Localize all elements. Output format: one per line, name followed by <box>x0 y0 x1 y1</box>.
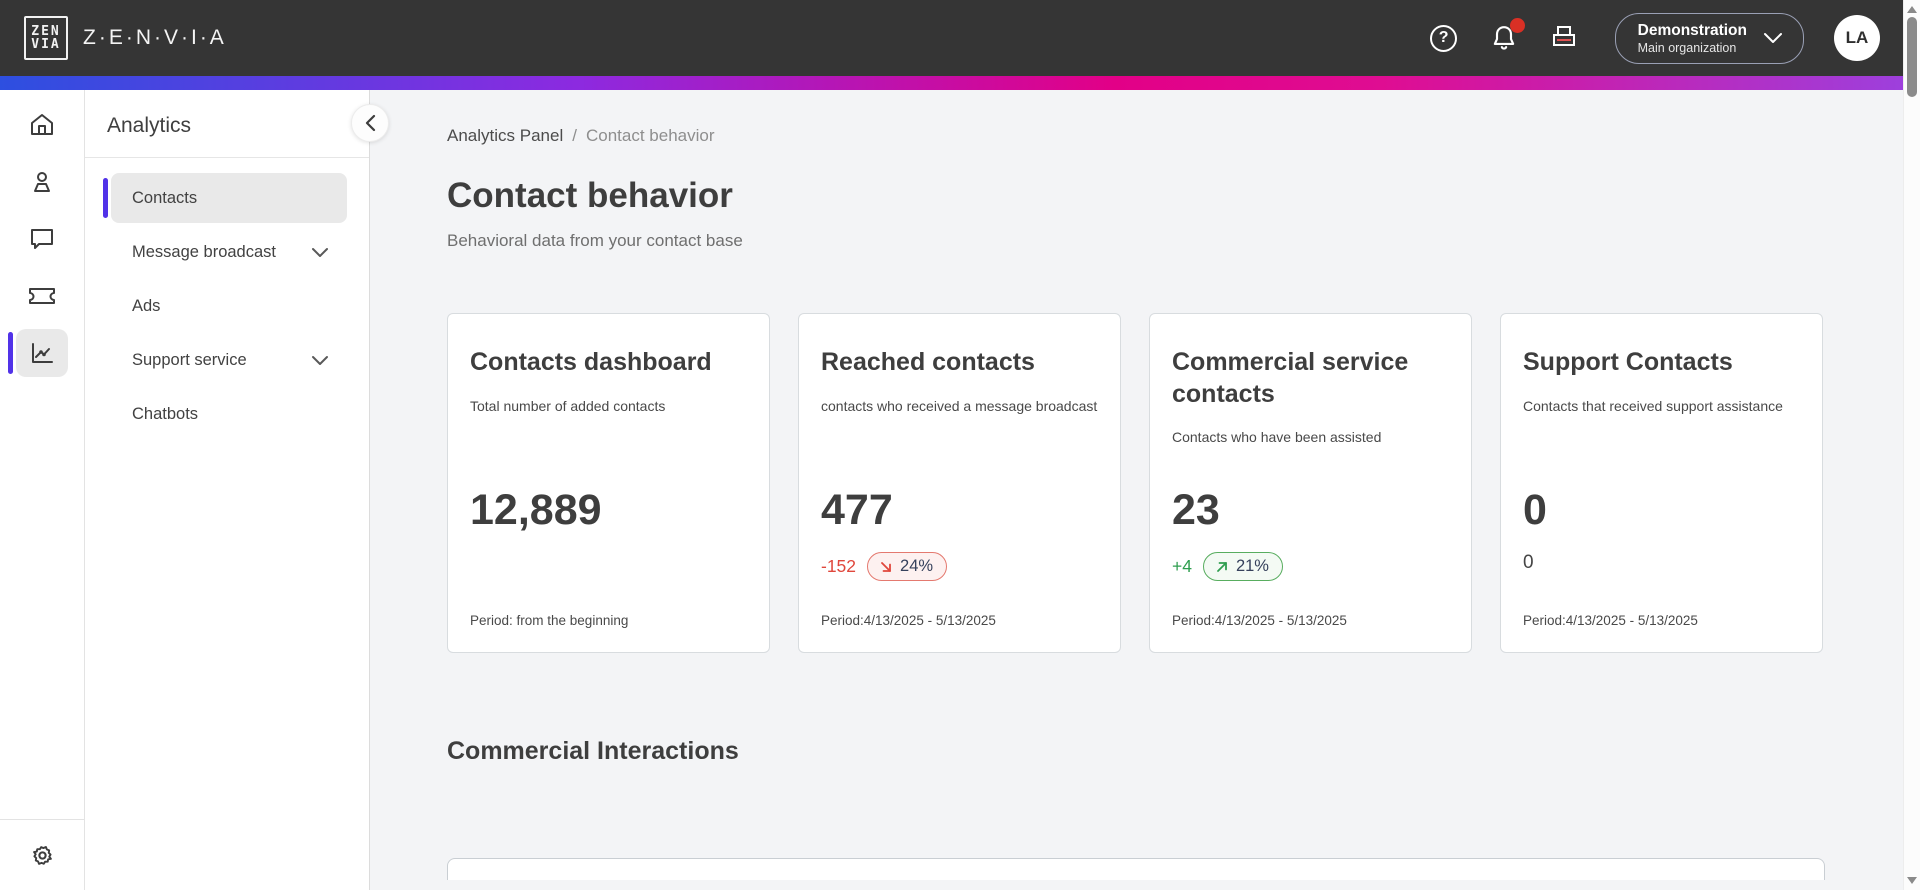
card-commercial-service-contacts: Commercial service contacts Contacts who… <box>1149 313 1472 653</box>
avatar-initials: LA <box>1845 28 1869 47</box>
icon-sidebar <box>0 90 85 890</box>
zenvia-logo-icon: ZEN VIA <box>24 16 68 60</box>
panel-title: Analytics <box>107 114 192 137</box>
gear-icon <box>33 845 52 865</box>
sidebar-item-analytics[interactable] <box>0 324 85 381</box>
panel-item-chatbots[interactable]: Chatbots <box>111 389 347 439</box>
card-description: contacts who received a message broadcas… <box>821 397 1098 414</box>
chevron-down-icon <box>312 355 328 365</box>
zenvia-logo: ZEN VIA Z·E·N·V·I·A <box>24 16 227 60</box>
arrow-up-right-icon <box>1217 561 1227 572</box>
delta-percent: 24% <box>900 557 934 575</box>
page-title: Contact behavior <box>447 176 733 215</box>
ticket-icon <box>29 287 55 304</box>
sidebar-item-tickets[interactable] <box>0 267 85 324</box>
analytics-icon <box>32 342 53 363</box>
card-description: Contacts that received support assistanc… <box>1523 397 1783 414</box>
chevron-down-icon <box>1764 33 1782 43</box>
panel-item-contacts[interactable]: Contacts <box>103 173 347 223</box>
card-value: 0 <box>1523 486 1547 534</box>
notifications-button[interactable] <box>1489 18 1525 53</box>
breadcrumb-analytics-panel[interactable]: Analytics Panel <box>447 126 564 145</box>
avatar[interactable]: LA <box>1834 15 1880 61</box>
card-secondary-value: 0 <box>1523 552 1534 573</box>
vertical-scrollbar[interactable] <box>1903 0 1920 890</box>
breadcrumb: Analytics Panel / Contact behavior <box>447 126 1870 146</box>
commercial-interactions-card <box>447 858 1825 880</box>
sidebar-item-home[interactable] <box>0 96 85 153</box>
panel-item-message-broadcast[interactable]: Message broadcast <box>111 227 347 277</box>
scroll-down-arrow[interactable] <box>1907 877 1917 884</box>
logo-mark-bottom: VIA <box>31 37 61 52</box>
breadcrumb-current: Contact behavior <box>585 126 715 145</box>
logo-mark-top: ZEN <box>31 24 61 39</box>
card-period: Period:4/13/2025 - 5/13/2025 <box>1523 613 1698 628</box>
printer-icon <box>1552 26 1575 46</box>
card-period: Period:4/13/2025 - 5/13/2025 <box>1172 613 1347 628</box>
panel-item-label: Chatbots <box>132 404 199 423</box>
analytics-panel: Analytics Contacts Message broadcast Ads… <box>85 90 370 890</box>
panel-item-label: Contacts <box>132 188 198 207</box>
organization-switcher[interactable]: Demonstration Main organization <box>1614 12 1804 64</box>
sidebar-divider <box>0 819 84 820</box>
breadcrumb-separator: / <box>572 126 577 145</box>
home-icon <box>31 113 53 135</box>
top-bar: ZEN VIA Z·E·N·V·I·A ? D <box>0 0 1920 76</box>
card-period: Period: from the beginning <box>470 613 629 628</box>
trend-badge-down: 24% <box>867 552 948 581</box>
notification-badge <box>1509 18 1525 33</box>
chevron-left-icon <box>365 114 375 132</box>
zenvia-wordmark: Z·E·N·V·I·A <box>83 26 227 49</box>
arrow-down-right-icon <box>881 561 891 572</box>
panel-divider <box>85 157 369 158</box>
card-title: Support Contacts <box>1523 348 1733 376</box>
delta-value: +4 <box>1172 556 1192 576</box>
card-delta-row: -152 24% <box>821 552 948 581</box>
brand-gradient-bar <box>0 76 1920 90</box>
card-period: Period:4/13/2025 - 5/13/2025 <box>821 613 996 628</box>
card-value: 12,889 <box>470 486 602 534</box>
card-value: 477 <box>821 486 893 534</box>
card-support-contacts: Support Contacts Contacts that received … <box>1500 313 1823 653</box>
delta-value: -152 <box>821 556 857 576</box>
delta-percent: 21% <box>1235 557 1269 575</box>
panel-item-support-service[interactable]: Support service <box>111 335 347 385</box>
user-icon <box>34 171 50 192</box>
panel-item-label: Support service <box>132 350 247 369</box>
chat-icon <box>31 228 53 249</box>
kpi-cards-row: Contacts dashboard Total number of added… <box>447 313 1870 653</box>
sidebar-item-settings[interactable] <box>0 820 85 890</box>
organization-subtitle: Main organization <box>1637 40 1737 55</box>
sidebar-item-conversations[interactable] <box>0 210 85 267</box>
card-value: 23 <box>1172 486 1220 534</box>
scrollbar-thumb[interactable] <box>1907 17 1917 97</box>
help-button[interactable]: ? <box>1429 23 1459 53</box>
panel-item-label: Ads <box>132 296 161 315</box>
panel-item-label: Message broadcast <box>132 242 276 261</box>
card-reached-contacts: Reached contacts contacts who received a… <box>798 313 1121 653</box>
scroll-up-arrow[interactable] <box>1907 6 1917 13</box>
card-title: Commercial service contacts <box>1172 348 1409 408</box>
page-subtitle: Behavioral data from your contact base <box>447 231 743 250</box>
chevron-down-icon <box>312 247 328 257</box>
panel-item-ads[interactable]: Ads <box>111 281 347 331</box>
bell-icon <box>1493 26 1514 50</box>
trend-badge-up: 21% <box>1202 552 1283 581</box>
section-title-commercial-interactions: Commercial Interactions <box>447 737 739 765</box>
card-title: Reached contacts <box>821 348 1035 376</box>
sidebar-item-contacts[interactable] <box>0 153 85 210</box>
card-description: Total number of added contacts <box>470 397 666 414</box>
organization-name: Demonstration <box>1637 21 1747 39</box>
help-glyph: ? <box>1438 29 1449 46</box>
collapse-panel-button[interactable] <box>351 104 389 142</box>
card-contacts-dashboard: Contacts dashboard Total number of added… <box>447 313 770 653</box>
main-content: Analytics Panel / Contact behavior Conta… <box>370 90 1920 890</box>
help-icon: ? <box>1430 24 1458 52</box>
card-description: Contacts who have been assisted <box>1172 429 1382 445</box>
card-delta-row: +4 21% <box>1172 552 1283 581</box>
card-title: Contacts dashboard <box>470 348 712 376</box>
print-button[interactable] <box>1549 23 1579 53</box>
